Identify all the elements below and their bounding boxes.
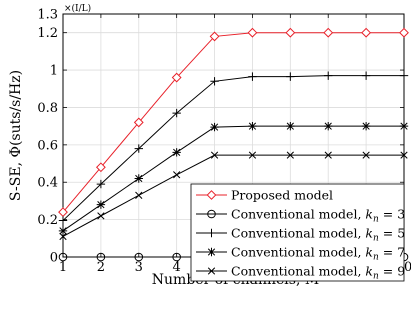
data-point: [399, 27, 409, 38]
y-tick-label: 0.2: [37, 213, 58, 228]
x-tick-label: 2: [97, 260, 105, 275]
data-point: [96, 252, 106, 262]
y-tick-label: 1: [50, 64, 58, 79]
data-point: [172, 148, 181, 157]
data-point: [96, 179, 106, 189]
data-point: [59, 232, 67, 241]
data-point: [173, 171, 181, 179]
legend-marker: [207, 228, 216, 238]
data-point: [58, 207, 68, 218]
data-point: [135, 191, 143, 199]
data-point: [247, 27, 258, 38]
x-tick-label: 4: [173, 260, 181, 275]
y-tick-label: 1.3: [37, 8, 58, 23]
series-1: [58, 27, 409, 218]
legend-label: Proposed model: [231, 188, 333, 203]
data-point: [134, 174, 143, 183]
data-point: [399, 71, 409, 80]
data-point: [209, 31, 220, 42]
legend-marker: [206, 190, 217, 200]
y-tick-label: 0.6: [37, 138, 58, 153]
y-scale-note: ×(I/L): [64, 3, 91, 14]
series-3: [58, 71, 409, 225]
data-point: [286, 151, 294, 159]
data-point: [210, 151, 219, 159]
series-line: [62, 154, 404, 237]
legend-label: Conventional model, kn = 5: [231, 226, 405, 244]
series-4: [58, 121, 409, 236]
data-point: [172, 252, 181, 262]
x-tick-label: 3: [135, 260, 143, 275]
data-point: [96, 200, 106, 209]
legend-entry: Conventional model, kn = 5: [196, 226, 405, 244]
data-point: [248, 72, 257, 81]
data-point: [58, 216, 68, 225]
data-point: [133, 117, 144, 128]
data-point: [248, 151, 257, 159]
legend-entry: Conventional model, kn = 9: [196, 264, 405, 282]
data-point: [210, 77, 219, 86]
series-layer: [58, 27, 409, 262]
y-tick-label: 1.2: [37, 26, 58, 41]
legend-marker: [207, 247, 216, 257]
data-point: [210, 122, 219, 132]
data-point: [285, 27, 296, 38]
data-point: [361, 27, 372, 38]
data-point: [323, 27, 334, 38]
data-point: [324, 121, 333, 131]
series-line: [62, 32, 404, 213]
data-point: [324, 71, 333, 80]
legend: Proposed model Conventional model, kn = 3…: [190, 183, 405, 282]
data-point: [172, 108, 181, 118]
data-point: [171, 72, 182, 83]
data-point: [361, 121, 371, 131]
y-tick-label: 0: [50, 251, 58, 266]
legend-marker: [207, 267, 216, 275]
legend-entry: Conventional model, kn = 3: [196, 207, 405, 225]
y-axis-title: S-SE, Φ(suts/s/Hz): [8, 70, 24, 201]
data-point: [286, 72, 295, 81]
legend-marker: [207, 209, 216, 219]
data-point: [400, 151, 408, 159]
series-line: [62, 75, 404, 221]
data-point: [248, 121, 257, 131]
x-tick-label: 1: [59, 260, 67, 275]
data-point: [134, 144, 143, 153]
series-5: [59, 151, 408, 241]
y-tick-label: 0.8: [37, 101, 58, 116]
series-line: [62, 125, 404, 232]
data-point: [58, 252, 68, 262]
data-point: [399, 121, 409, 131]
legend-entry: Conventional model, kn = 7: [196, 245, 405, 263]
data-point: [95, 162, 106, 173]
legend-label: Conventional model, kn = 3: [231, 207, 405, 225]
y-tick-label: 0.4: [37, 176, 58, 191]
data-point: [134, 252, 144, 262]
data-point: [362, 151, 370, 159]
legend-label: Conventional model, kn = 7: [231, 245, 405, 263]
data-point: [324, 151, 332, 159]
data-point: [58, 226, 68, 236]
data-point: [286, 121, 295, 131]
data-point: [97, 212, 105, 220]
legend-entry: Proposed model: [196, 188, 333, 203]
legend-label: Conventional model, kn = 9: [231, 264, 405, 282]
data-point: [361, 71, 371, 80]
